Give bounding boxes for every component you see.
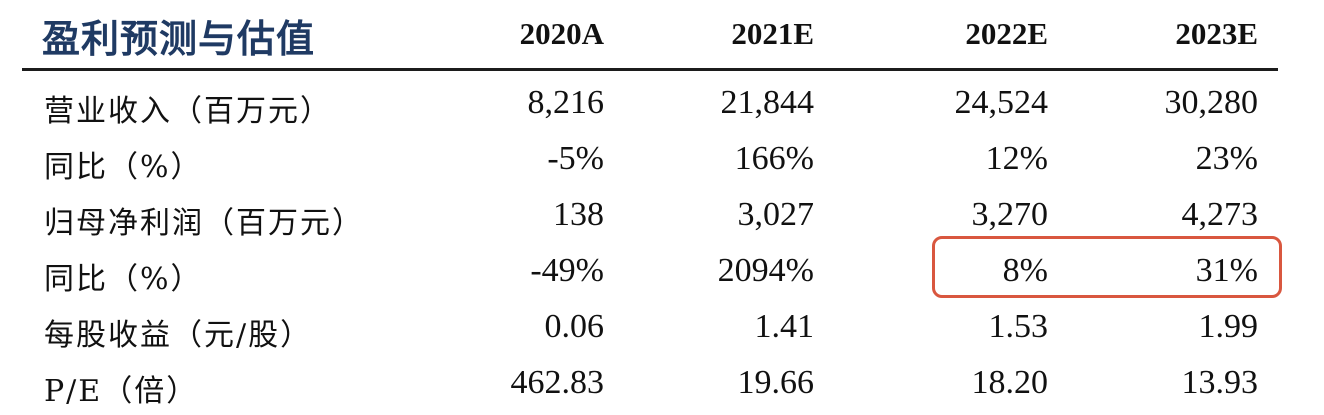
cell-value: 31%: [1195, 252, 1258, 289]
table-row-revenue: 营业收入（百万元） 8,216 21,844 24,524 30,280: [22, 78, 1284, 135]
cell-value: 2094%: [717, 252, 814, 289]
cell-value: 166%: [734, 140, 814, 177]
cell-value: 21,844: [720, 84, 815, 121]
table-row-revenue-yoy: 同比（%） -5% 166% 12% 23%: [22, 134, 1284, 191]
earnings-forecast-table: 盈利预测与估值 2020A 2021E 2022E 2023E 营业收入（百万元…: [22, 0, 1284, 409]
row-label: P/E（倍）: [44, 374, 199, 409]
header-divider: [22, 68, 1278, 71]
cell-value: 1.41: [754, 308, 815, 345]
cell-value: 1.99: [1198, 308, 1259, 345]
row-label: 同比（%）: [44, 150, 203, 185]
cell-value: -49%: [530, 252, 604, 289]
table-title: 盈利预测与估值: [42, 16, 316, 61]
year-header-2022e: 2022E: [965, 16, 1048, 51]
cell-value: 12%: [985, 140, 1048, 177]
cell-value: 23%: [1195, 140, 1258, 177]
table-row-net-profit-yoy: 同比（%） -49% 2094% 8% 31%: [22, 246, 1284, 303]
cell-value: 18.20: [971, 364, 1049, 401]
table-row-eps: 每股收益（元/股） 0.06 1.41 1.53 1.99: [22, 302, 1284, 359]
cell-value: 462.83: [510, 364, 605, 401]
cell-value: 3,027: [737, 196, 815, 233]
table-header: 盈利预测与估值 2020A 2021E 2022E 2023E: [22, 0, 1284, 68]
cell-value: 8,216: [527, 84, 605, 121]
cell-value: -5%: [547, 140, 604, 177]
year-header-2020a: 2020A: [519, 16, 604, 51]
cell-value: 3,270: [971, 196, 1049, 233]
row-label: 归母净利润（百万元）: [44, 206, 364, 241]
cell-value: 24,524: [954, 84, 1049, 121]
table-row-net-profit: 归母净利润（百万元） 138 3,027 3,270 4,273: [22, 190, 1284, 247]
cell-value: 4,273: [1181, 196, 1259, 233]
row-label: 同比（%）: [44, 262, 203, 297]
cell-value: 1.53: [988, 308, 1049, 345]
cell-value: 30,280: [1164, 84, 1259, 121]
cell-value: 13.93: [1181, 364, 1259, 401]
year-header-2021e: 2021E: [731, 16, 814, 51]
cell-value: 0.06: [544, 308, 605, 345]
cell-value: 138: [553, 196, 604, 233]
year-header-2023e: 2023E: [1175, 16, 1258, 51]
row-label: 营业收入（百万元）: [44, 94, 332, 129]
highlight-box: [932, 236, 1282, 298]
row-label: 每股收益（元/股）: [44, 318, 313, 353]
cell-value: 19.66: [737, 364, 815, 401]
cell-value: 8%: [1002, 252, 1048, 289]
table-row-pe: P/E（倍） 462.83 19.66 18.20 13.93: [22, 358, 1284, 415]
